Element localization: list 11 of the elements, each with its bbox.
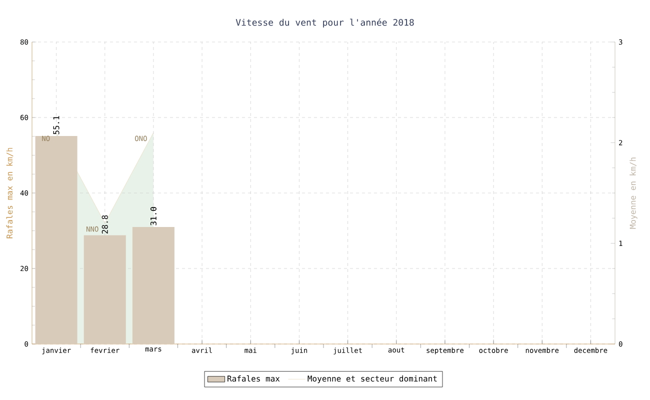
bar xyxy=(84,235,126,344)
data-label: 31.0 xyxy=(150,207,156,226)
bar xyxy=(132,226,174,344)
bar xyxy=(35,136,78,344)
data-label: 28.8 xyxy=(102,215,108,234)
legend-label: Rafales max xyxy=(228,375,280,382)
y-axis-title: Rafales max en km/h xyxy=(6,148,14,238)
y2-axis-title: Moyenne en km/h xyxy=(630,158,638,229)
legend-label: Moyenne et secteur dominant xyxy=(308,375,437,384)
chart-title: Vitesse du vent pour l'année 2018 xyxy=(236,18,414,28)
data-label: 55.1 xyxy=(53,116,60,134)
